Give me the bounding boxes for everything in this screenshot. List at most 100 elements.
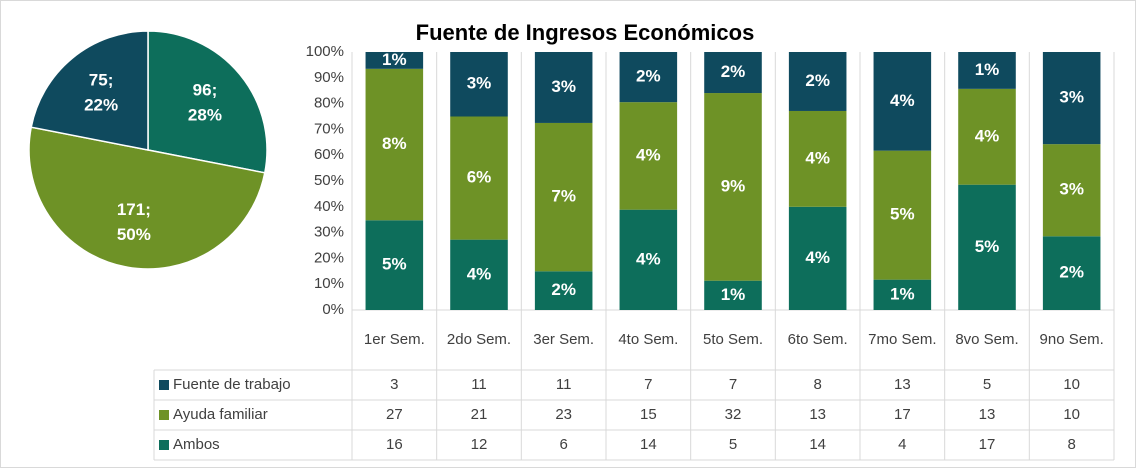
table-cell: 16 (386, 436, 403, 453)
bar-value-label: 2% (636, 67, 661, 86)
table-cell: 12 (471, 436, 488, 453)
legend-label: Ayuda familiar (173, 406, 268, 423)
x-tick-label: 6to Sem. (788, 331, 848, 348)
bar-value-label: 1% (975, 60, 1000, 79)
table-cell: 8 (1067, 436, 1075, 453)
bar-segment (1042, 236, 1101, 310)
table-cell: 21 (471, 406, 488, 423)
table-cell: 11 (556, 376, 572, 393)
y-tick-label: 10% (314, 275, 344, 292)
bar-value-label: 1% (382, 50, 407, 69)
bar-value-label: 2% (721, 62, 746, 81)
bar-value-label: 3% (467, 74, 492, 93)
y-tick-label: 60% (314, 146, 344, 163)
bar-segment (958, 52, 1016, 89)
bar-value-label: 3% (1059, 180, 1084, 199)
bar-segment (619, 52, 678, 103)
table-cell: 4 (898, 436, 906, 453)
y-tick-label: 50% (314, 172, 344, 189)
legend-label: Fuente de trabajo (173, 376, 291, 393)
bar-value-label: 4% (636, 249, 661, 268)
bar-segment (958, 184, 1016, 310)
table-cell: 14 (809, 436, 826, 453)
bar-value-label: 1% (721, 285, 746, 304)
table-cell: 14 (640, 436, 657, 453)
bar-segment (534, 52, 593, 123)
bar-segment (1042, 52, 1101, 145)
pie-percent-label: 50% (117, 225, 151, 244)
bar-segment (788, 206, 847, 310)
bar-value-label: 6% (467, 168, 492, 187)
table-cell: 5 (729, 436, 737, 453)
table-cell: 23 (555, 406, 572, 423)
pie-percent-label: 28% (188, 106, 222, 125)
y-tick-label: 40% (314, 198, 344, 215)
bar-value-label: 3% (551, 77, 576, 96)
bar-segment (873, 150, 932, 280)
bar-segment (365, 52, 424, 69)
y-tick-label: 70% (314, 120, 344, 137)
x-tick-label: 9no Sem. (1040, 331, 1104, 348)
bar-segment (450, 239, 508, 310)
pie-value-label: 96; (193, 81, 218, 100)
bar-value-label: 5% (975, 237, 1000, 256)
bar-segment (450, 52, 508, 117)
pie-slice (28, 126, 266, 270)
bar-value-label: 4% (467, 264, 492, 283)
bar-segment (619, 209, 678, 310)
x-tick-label: 5to Sem. (703, 331, 763, 348)
bar-value-label: 4% (975, 126, 1000, 145)
chart-title: Fuente de Ingresos Económicos (416, 20, 755, 45)
bar-segment (704, 93, 762, 281)
bar-value-label: 4% (805, 148, 830, 167)
pie-slice (147, 30, 268, 174)
table-cell: 8 (813, 376, 821, 393)
bar-segment (704, 280, 762, 310)
bar-segment (873, 279, 932, 310)
table-cell: 6 (559, 436, 567, 453)
bar-segment (534, 122, 593, 272)
x-tick-label: 7mo Sem. (868, 331, 936, 348)
table-cell: 13 (809, 406, 826, 423)
legend-label: Ambos (173, 436, 220, 453)
pie-value-label: 75; (89, 71, 114, 90)
bar-value-label: 8% (382, 134, 407, 153)
bar-value-label: 5% (382, 255, 407, 274)
y-tick-label: 20% (314, 249, 344, 266)
y-tick-label: 30% (314, 224, 344, 241)
x-tick-label: 1er Sem. (364, 331, 425, 348)
legend-swatch (159, 410, 169, 420)
table-cell: 32 (725, 406, 742, 423)
table-cell: 17 (894, 406, 911, 423)
legend-swatch (159, 380, 169, 390)
bar-segment (365, 68, 424, 221)
table-cell: 7 (644, 376, 652, 393)
y-tick-label: 100% (306, 43, 344, 60)
table-cell: 11 (471, 376, 487, 393)
table-cell: 13 (979, 406, 996, 423)
pie-percent-label: 22% (84, 96, 118, 115)
bar-value-label: 4% (805, 248, 830, 267)
table-cell: 10 (1063, 406, 1080, 423)
bar-segment (1042, 144, 1101, 237)
y-tick-label: 0% (322, 301, 344, 318)
bar-segment (788, 110, 847, 207)
x-tick-label: 4to Sem. (618, 331, 678, 348)
pie-slice (30, 30, 149, 151)
table-cell: 15 (640, 406, 657, 423)
bar-value-label: 4% (890, 91, 915, 110)
bar-value-label: 2% (805, 71, 830, 90)
bar-value-label: 1% (890, 284, 915, 303)
table-cell: 10 (1063, 376, 1080, 393)
bar-segment (619, 102, 678, 210)
legend-swatch (159, 440, 169, 450)
bar-segment (450, 116, 508, 240)
bar-segment (958, 88, 1016, 185)
table-cell: 7 (729, 376, 737, 393)
table-cell: 17 (979, 436, 996, 453)
bar-segment (534, 271, 593, 310)
y-tick-label: 80% (314, 95, 344, 112)
bar-value-label: 4% (636, 145, 661, 164)
bar-segment (788, 52, 847, 111)
